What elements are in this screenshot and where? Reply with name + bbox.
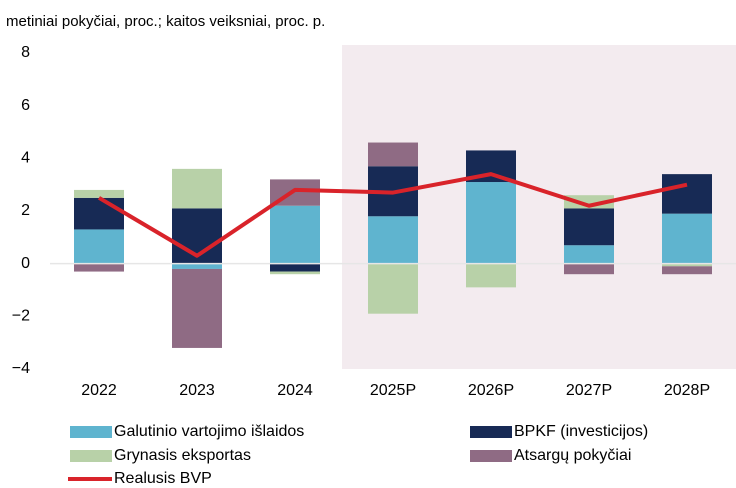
x-tick-label: 2026P (468, 382, 514, 399)
bar-segment (368, 142, 418, 167)
x-tick-label: 2028P (664, 382, 710, 399)
bar-segment (270, 271, 320, 275)
bar-segment (662, 263, 712, 267)
line-series (97, 172, 688, 258)
bar-segment (270, 263, 320, 272)
bar-segment (564, 263, 614, 275)
y-tick-label: −4 (12, 360, 30, 377)
bar-segment (564, 245, 614, 264)
bar-segment (172, 263, 222, 269)
y-tick-label: −2 (12, 308, 30, 325)
legend-label: Galutinio vartojimo išlaidos (114, 423, 304, 440)
bar-segment (466, 182, 516, 264)
y-tick-label: 0 (21, 255, 30, 272)
x-tick-label: 2027P (566, 382, 612, 399)
x-tick-label: 2023 (179, 382, 215, 399)
y-tick-label: 2 (21, 202, 30, 219)
legend-label: Grynasis eksportas (114, 447, 251, 464)
bar-segment (74, 197, 124, 230)
bar-segment (74, 229, 124, 264)
legend-label: Realusis BVP (114, 470, 212, 487)
x-tick-label: 2025P (370, 382, 416, 399)
x-tick-label: 2024 (277, 382, 313, 399)
legend-swatch (470, 450, 512, 462)
legend-label: BPKF (investicijos) (514, 423, 648, 440)
bar-segment (662, 213, 712, 264)
bar-segment (662, 174, 712, 214)
x-tick-label: 2022 (81, 382, 117, 399)
bar-segment (564, 208, 614, 246)
bar-segment (74, 263, 124, 272)
legend-label: Atsargų pokyčiai (514, 447, 631, 464)
bar-segment (662, 266, 712, 275)
legend-swatch (470, 426, 512, 438)
y-tick-label: 4 (21, 150, 30, 167)
bar-segment (466, 263, 516, 288)
bar-segment (172, 268, 222, 348)
bar-segment (368, 263, 418, 314)
bar-segment (270, 205, 320, 264)
legend-swatch (70, 450, 112, 462)
bar-segment (172, 168, 222, 209)
bar-segment (74, 189, 124, 198)
bar-segment (368, 216, 418, 264)
chart-title: metiniai pokyčiai, proc.; kaitos veiksni… (6, 13, 325, 30)
y-tick-label: 6 (21, 97, 30, 114)
y-tick-label: 8 (21, 44, 30, 61)
legend-swatch (70, 426, 112, 438)
